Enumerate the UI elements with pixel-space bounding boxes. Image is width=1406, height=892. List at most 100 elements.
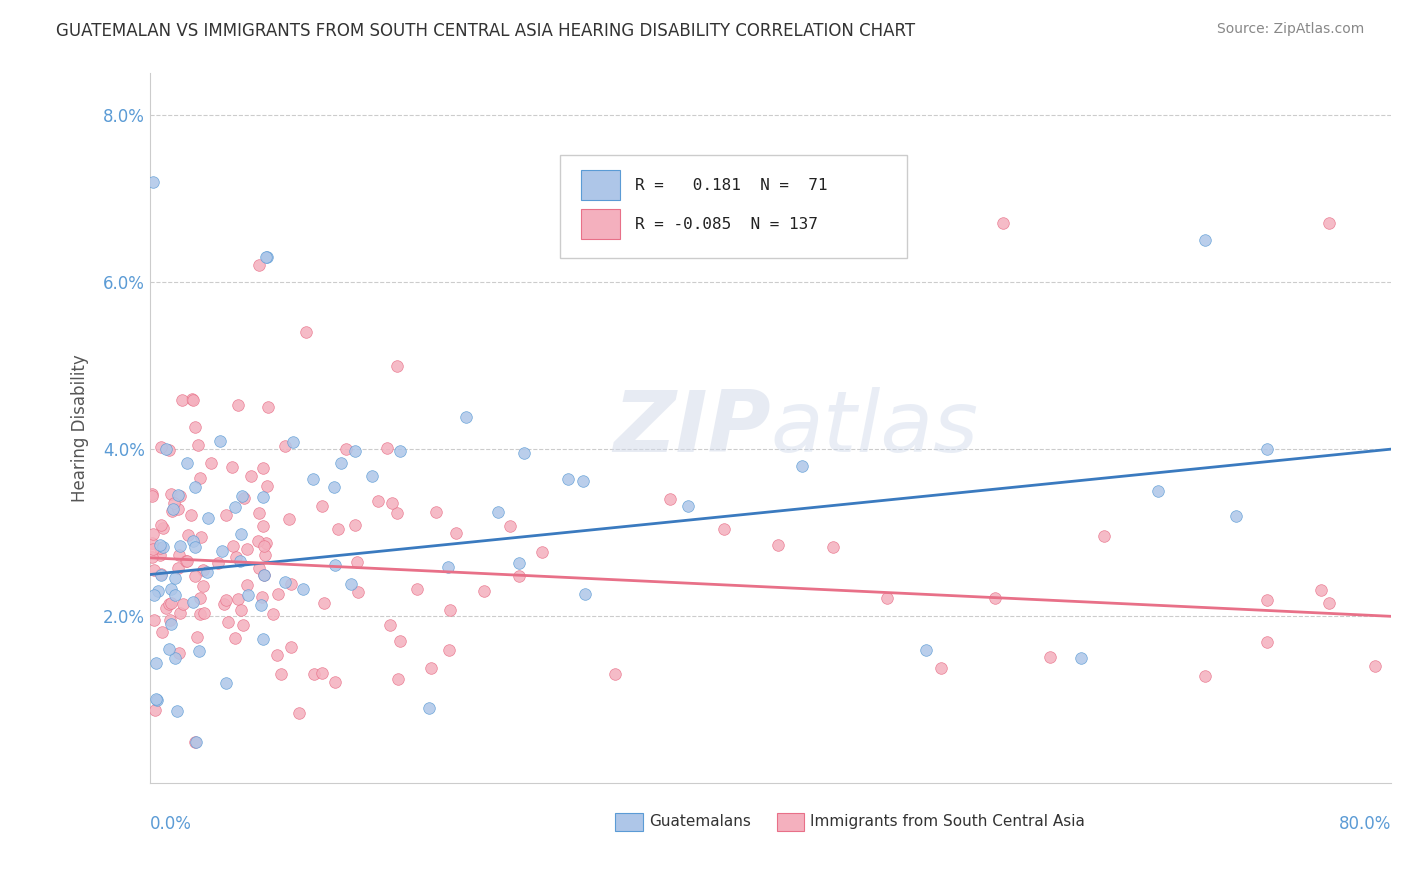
Point (1194, 233, 1216, 247)
Point (311, 499, 333, 513)
Point (508, 556, 530, 570)
Point (224, 500, 246, 515)
Point (191, 579, 214, 593)
Point (247, 258, 270, 272)
Point (270, 666, 292, 681)
Point (323, 675, 346, 690)
Point (1256, 635, 1278, 649)
Point (418, 700, 440, 714)
Point (280, 640, 302, 654)
Point (437, 560, 460, 574)
Point (253, 568, 276, 582)
Point (165, 589, 187, 603)
Point (200, 456, 222, 470)
Point (768, 538, 790, 552)
Point (143, 703, 166, 717)
Point (367, 494, 389, 508)
Point (1147, 483, 1170, 498)
Point (446, 526, 468, 541)
Point (508, 569, 530, 583)
Point (190, 530, 212, 544)
Point (191, 564, 214, 578)
Point (149, 548, 172, 562)
Bar (581, 170, 620, 200)
Point (167, 561, 190, 575)
Point (250, 590, 273, 604)
Point (184, 734, 207, 748)
Point (250, 598, 273, 612)
Point (385, 506, 408, 520)
Point (149, 441, 172, 455)
Point (253, 567, 276, 582)
Text: 0.0%: 0.0% (150, 815, 191, 833)
Point (247, 533, 270, 548)
Point (166, 502, 188, 516)
Point (1092, 529, 1115, 543)
Point (425, 505, 447, 519)
Point (174, 554, 197, 568)
Point (188, 591, 211, 605)
Point (145, 691, 167, 706)
Point (253, 549, 276, 563)
Point (278, 512, 301, 526)
Point (172, 392, 194, 407)
Point (157, 597, 180, 611)
Point (253, 540, 276, 554)
Point (155, 442, 177, 457)
Point (1256, 442, 1278, 457)
Point (387, 672, 409, 686)
Point (1225, 508, 1247, 523)
Point (169, 646, 191, 660)
Point (141, 487, 163, 501)
Point (291, 582, 314, 597)
Point (224, 631, 246, 645)
Point (572, 474, 595, 488)
Point (155, 600, 177, 615)
Point (142, 542, 165, 557)
Point (381, 496, 404, 510)
Point (141, 550, 163, 565)
Text: GUATEMALAN VS IMMIGRANTS FROM SOUTH CENTRAL ASIA HEARING DISABILITY CORRELATION : GUATEMALAN VS IMMIGRANTS FROM SOUTH CENT… (56, 22, 915, 40)
Point (157, 443, 180, 458)
Point (439, 603, 461, 617)
Point (1364, 659, 1386, 673)
Point (160, 582, 183, 596)
Point (252, 490, 274, 504)
Point (531, 545, 554, 559)
Point (143, 563, 166, 577)
Point (238, 588, 260, 602)
Point (302, 472, 325, 486)
Point (574, 587, 596, 601)
Point (419, 661, 441, 675)
Point (984, 591, 1007, 605)
Point (267, 587, 290, 601)
Text: R = -0.085  N = 137: R = -0.085 N = 137 (636, 217, 818, 232)
Point (184, 420, 207, 434)
Point (150, 625, 173, 640)
Point (157, 642, 180, 657)
Point (280, 577, 302, 591)
Point (150, 567, 173, 582)
Point (159, 487, 181, 501)
Point (929, 661, 952, 675)
Point (311, 665, 333, 680)
Point (329, 456, 352, 470)
Point (176, 456, 198, 470)
Point (162, 504, 184, 518)
Y-axis label: Hearing Disability: Hearing Disability (72, 354, 89, 502)
Point (236, 541, 259, 556)
Point (247, 506, 270, 520)
Point (252, 632, 274, 646)
Text: 80.0%: 80.0% (1339, 815, 1391, 833)
Point (152, 521, 174, 535)
Point (512, 445, 534, 459)
Point (215, 508, 238, 522)
Point (229, 527, 252, 541)
Point (177, 528, 200, 542)
Text: Guatemalans: Guatemalans (650, 814, 751, 830)
Point (266, 648, 288, 662)
Point (437, 642, 460, 657)
Point (181, 392, 204, 407)
Point (472, 584, 495, 599)
Point (146, 692, 169, 706)
